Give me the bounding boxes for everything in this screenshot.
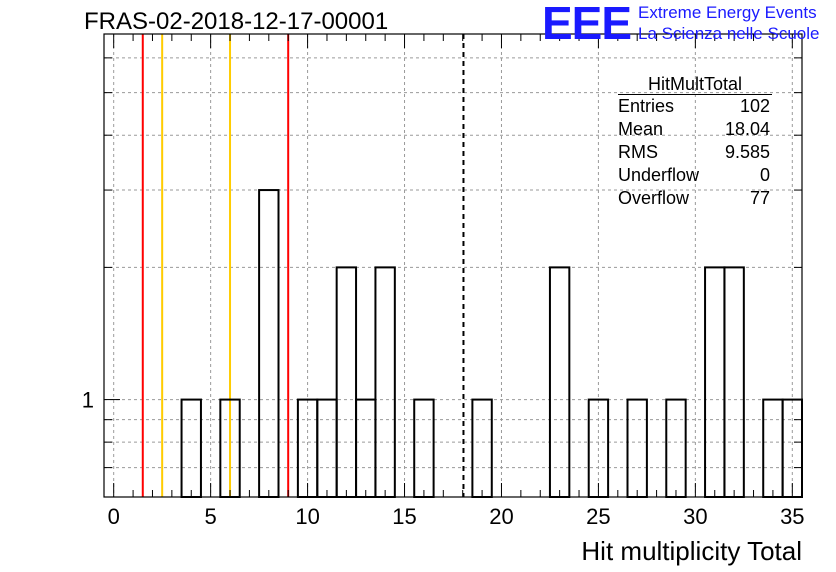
stats-title: HitMultTotal [618, 74, 772, 95]
histogram-bar [355, 398, 377, 499]
stats-label: Mean [618, 119, 664, 139]
histogram-bar [413, 398, 435, 499]
stats-label: Entries [618, 96, 675, 116]
stats-label: Overflow [618, 188, 690, 208]
histogram-bar [316, 398, 338, 499]
stats-label: Underflow [618, 165, 700, 185]
histogram-bar [548, 266, 571, 499]
stats-value: 77 [749, 188, 770, 208]
histogram-bar [180, 398, 202, 499]
stats-row-rms: RMS 9.585 [610, 141, 774, 164]
stats-value: 18.04 [724, 119, 770, 139]
stats-value: 9.585 [724, 142, 770, 162]
plot-frame [103, 33, 803, 498]
histogram-bar [723, 266, 745, 499]
logo-text: Extreme Energy Events La Scienza nelle S… [638, 2, 819, 44]
x-tick-label: 5 [205, 504, 217, 529]
histogram-bar [704, 266, 726, 499]
stats-box: HitMultTotal Entries 102 Mean 18.04 RMS 9.5… [610, 74, 774, 210]
x-tick-label: 0 [108, 504, 120, 529]
x-tick-label: 15 [392, 504, 416, 529]
histogram-bar [374, 266, 396, 499]
eee-logo: EEE [542, 0, 632, 49]
x-tick-label: 20 [489, 504, 513, 529]
stats-row-entries: Entries 102 [610, 95, 774, 118]
x-tick-label: 30 [683, 504, 707, 529]
run-title: FRAS-02-2018-12-17-00001 [84, 8, 389, 35]
stats-row-mean: Mean 18.04 [610, 118, 774, 141]
stats-value: 0 [759, 165, 770, 185]
logo-line-1: Extreme Energy Events [638, 3, 817, 22]
stats-row-underflow: Underflow 0 [610, 164, 774, 187]
histogram-bar [471, 398, 493, 499]
y-tick-label: 1 [82, 388, 94, 413]
stats-value: 102 [739, 96, 770, 116]
stats-row-overflow: Overflow 77 [610, 187, 774, 210]
x-tick-label: 25 [586, 504, 610, 529]
histogram-bar [665, 398, 687, 499]
histogram-bar [335, 266, 358, 499]
histogram-bar [762, 398, 784, 499]
stats-label: RMS [618, 142, 658, 162]
x-tick-label: 35 [780, 504, 804, 529]
histogram-bar [258, 189, 280, 499]
logo-line-2: La Scienza nelle Scuole [638, 24, 820, 43]
histogram-bar [626, 398, 648, 499]
x-axis-label: Hit multiplicity Total [581, 536, 802, 566]
x-tick-label: 10 [295, 504, 319, 529]
